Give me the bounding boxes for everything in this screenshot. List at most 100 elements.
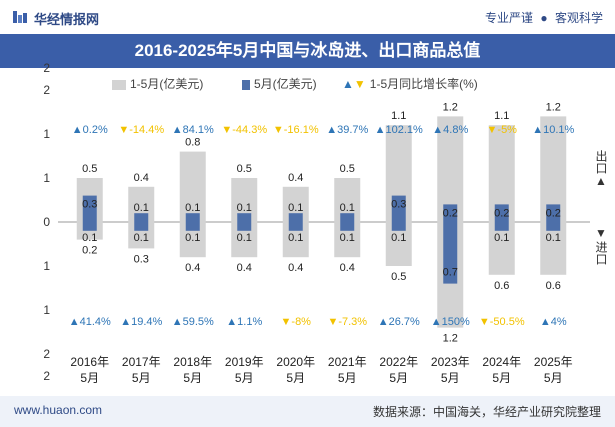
- monthly-import-label: 0.1: [288, 232, 303, 244]
- monthly-export-label: 0.1: [185, 202, 200, 214]
- cumulative-import-label: 0.4: [237, 262, 252, 274]
- title-bar: 2016-2025年5月中国与冰岛进、出口商品总值: [0, 34, 615, 68]
- y-tick-label: 2: [43, 83, 50, 97]
- legend-label-growth: 1-5月同比增长率(%): [369, 77, 478, 91]
- monthly-import-label: 0.1: [340, 232, 355, 244]
- import-growth-label: ▼-7.3%: [327, 316, 367, 328]
- x-tick-label-year: 2019年: [225, 355, 264, 369]
- x-tick-label-year: 2018年: [173, 355, 212, 369]
- x-tick-label-year: 2020年: [276, 355, 315, 369]
- export-growth-label: ▲10.1%: [532, 124, 574, 136]
- top-bar: 华经情报网 专业严谨 ● 客观科学: [0, 0, 615, 34]
- cumulative-bar: [540, 116, 567, 275]
- cumulative-export-label: 1.1: [494, 110, 509, 122]
- cumulative-export-label: 0.8: [185, 137, 200, 149]
- import-arrow-icon: ▼: [595, 226, 607, 240]
- monthly-bar: [134, 213, 149, 231]
- export-growth-label: ▼-14.4%: [118, 124, 164, 136]
- legend-item-monthly: 5月(亿美元): [242, 74, 317, 94]
- monthly-import-label: 0.1: [185, 232, 200, 244]
- import-growth-label: ▲150%: [431, 316, 470, 328]
- cumulative-export-label: 0.5: [237, 163, 252, 175]
- export-growth-label: ▲102.1%: [375, 124, 423, 136]
- y-tick-label: 1: [43, 127, 50, 141]
- cumulative-export-label: 0.4: [288, 172, 303, 184]
- import-growth-label: ▼-8%: [281, 316, 312, 328]
- import-growth-label: ▲59.5%: [172, 316, 214, 328]
- cumulative-import-label: 0.6: [546, 280, 561, 292]
- cumulative-export-label: 1.1: [391, 110, 406, 122]
- cumulative-import-label: 0.2: [82, 245, 97, 257]
- cumulative-bar: [179, 151, 206, 258]
- import-growth-label: ▲41.4%: [69, 316, 111, 328]
- monthly-bar: [340, 213, 355, 231]
- tagline: 专业严谨 ● 客观科学: [481, 9, 603, 26]
- footer: www.huaon.com 数据来源：中国海关，华经产业研究院整理: [0, 396, 615, 427]
- export-side-label: 出口 ▲: [593, 150, 609, 189]
- monthly-export-label: 0.3: [391, 199, 406, 211]
- cumulative-import-label: 0.5: [391, 271, 406, 283]
- footer-source: 数据来源：中国海关，华经产业研究院整理: [372, 405, 601, 419]
- x-tick-label-year: 2016年: [70, 355, 109, 369]
- x-tick-label-month: 5月: [338, 371, 357, 385]
- x-tick-label-year: 2023年: [431, 355, 470, 369]
- cumulative-export-label: 0.5: [82, 163, 97, 175]
- export-growth-label: ▲84.1%: [172, 124, 214, 136]
- monthly-import-label: 0.1: [391, 232, 406, 244]
- monthly-export-label: 0.1: [288, 202, 303, 214]
- monthly-import-label: 0.1: [494, 232, 509, 244]
- monthly-export-label: 0.1: [134, 202, 149, 214]
- tagline-dot: ●: [540, 11, 548, 25]
- brand-name: 华经情报网: [34, 12, 100, 27]
- x-tick-label-year: 2017年: [122, 355, 161, 369]
- export-growth-label: ▲4.8%: [432, 124, 468, 136]
- footer-site: www.huaon.com: [14, 403, 103, 417]
- x-tick-label-month: 5月: [441, 371, 460, 385]
- cumulative-import-label: 0.4: [340, 262, 355, 274]
- x-tick-label-year: 2021年: [328, 355, 367, 369]
- legend-label-cumulative: 1-5月(亿美元): [130, 77, 204, 91]
- legend: 1-5月(亿美元) 5月(亿美元) ▲▼ 1-5月同比增长率(%): [0, 74, 615, 94]
- cumulative-import-label: 0.4: [288, 262, 303, 274]
- legend-swatch-monthly: [242, 79, 250, 90]
- x-tick-label-month: 5月: [183, 371, 202, 385]
- x-tick-label-month: 5月: [80, 371, 99, 385]
- y-tick-label: 2: [43, 347, 50, 361]
- y-tick-label: 2: [43, 369, 50, 383]
- monthly-import-label: 0.1: [546, 232, 561, 244]
- legend-label-monthly: 5月(亿美元): [254, 77, 317, 91]
- import-label: 进口: [594, 241, 608, 265]
- monthly-bar: [391, 195, 406, 231]
- chart-area: 2 2 1 1 0 1 1 2 2 0.5 0.2 0.3 0.1 ▲0.2% ▲41.4% 2016年 5月 0…: [43, 61, 590, 385]
- legend-item-growth: ▲▼ 1-5月同比增长率(%): [342, 74, 478, 94]
- export-growth-label: ▼-44.3%: [221, 124, 267, 136]
- import-growth-label: ▼-50.5%: [479, 316, 525, 328]
- cumulative-export-label: 1.2: [546, 101, 561, 113]
- export-growth-label: ▼-5%: [487, 124, 518, 136]
- monthly-bar: [288, 213, 303, 231]
- x-tick-label-month: 5月: [492, 371, 511, 385]
- legend-down-triangle-icon: ▼: [353, 77, 366, 91]
- x-tick-label-month: 5月: [235, 371, 254, 385]
- import-growth-label: ▲26.7%: [378, 316, 420, 328]
- monthly-export-label: 0.2: [546, 207, 561, 219]
- export-growth-label: ▲39.7%: [326, 124, 368, 136]
- monthly-export-label: 0.1: [237, 202, 252, 214]
- cumulative-export-label: 1.2: [443, 101, 458, 113]
- y-tick-label: 0: [43, 215, 50, 229]
- cumulative-export-label: 0.4: [134, 172, 149, 184]
- logo-icon: [13, 11, 27, 23]
- legend-item-cumulative: 1-5月(亿美元): [112, 74, 203, 94]
- legend-swatch-cumulative: [112, 79, 126, 90]
- cumulative-import-label: 1.2: [443, 333, 458, 345]
- x-tick-label-year: 2025年: [534, 355, 573, 369]
- monthly-export-label: 0.2: [443, 207, 458, 219]
- import-growth-label: ▲4%: [540, 316, 567, 328]
- import-side-label: ▼ 进口: [593, 226, 609, 265]
- monthly-bar: [494, 204, 509, 231]
- y-tick-label: 1: [43, 259, 50, 273]
- x-tick-label-year: 2024年: [482, 355, 521, 369]
- import-growth-label: ▲19.4%: [120, 316, 162, 328]
- y-tick-label: 2: [43, 61, 50, 75]
- cumulative-bar: [488, 125, 515, 275]
